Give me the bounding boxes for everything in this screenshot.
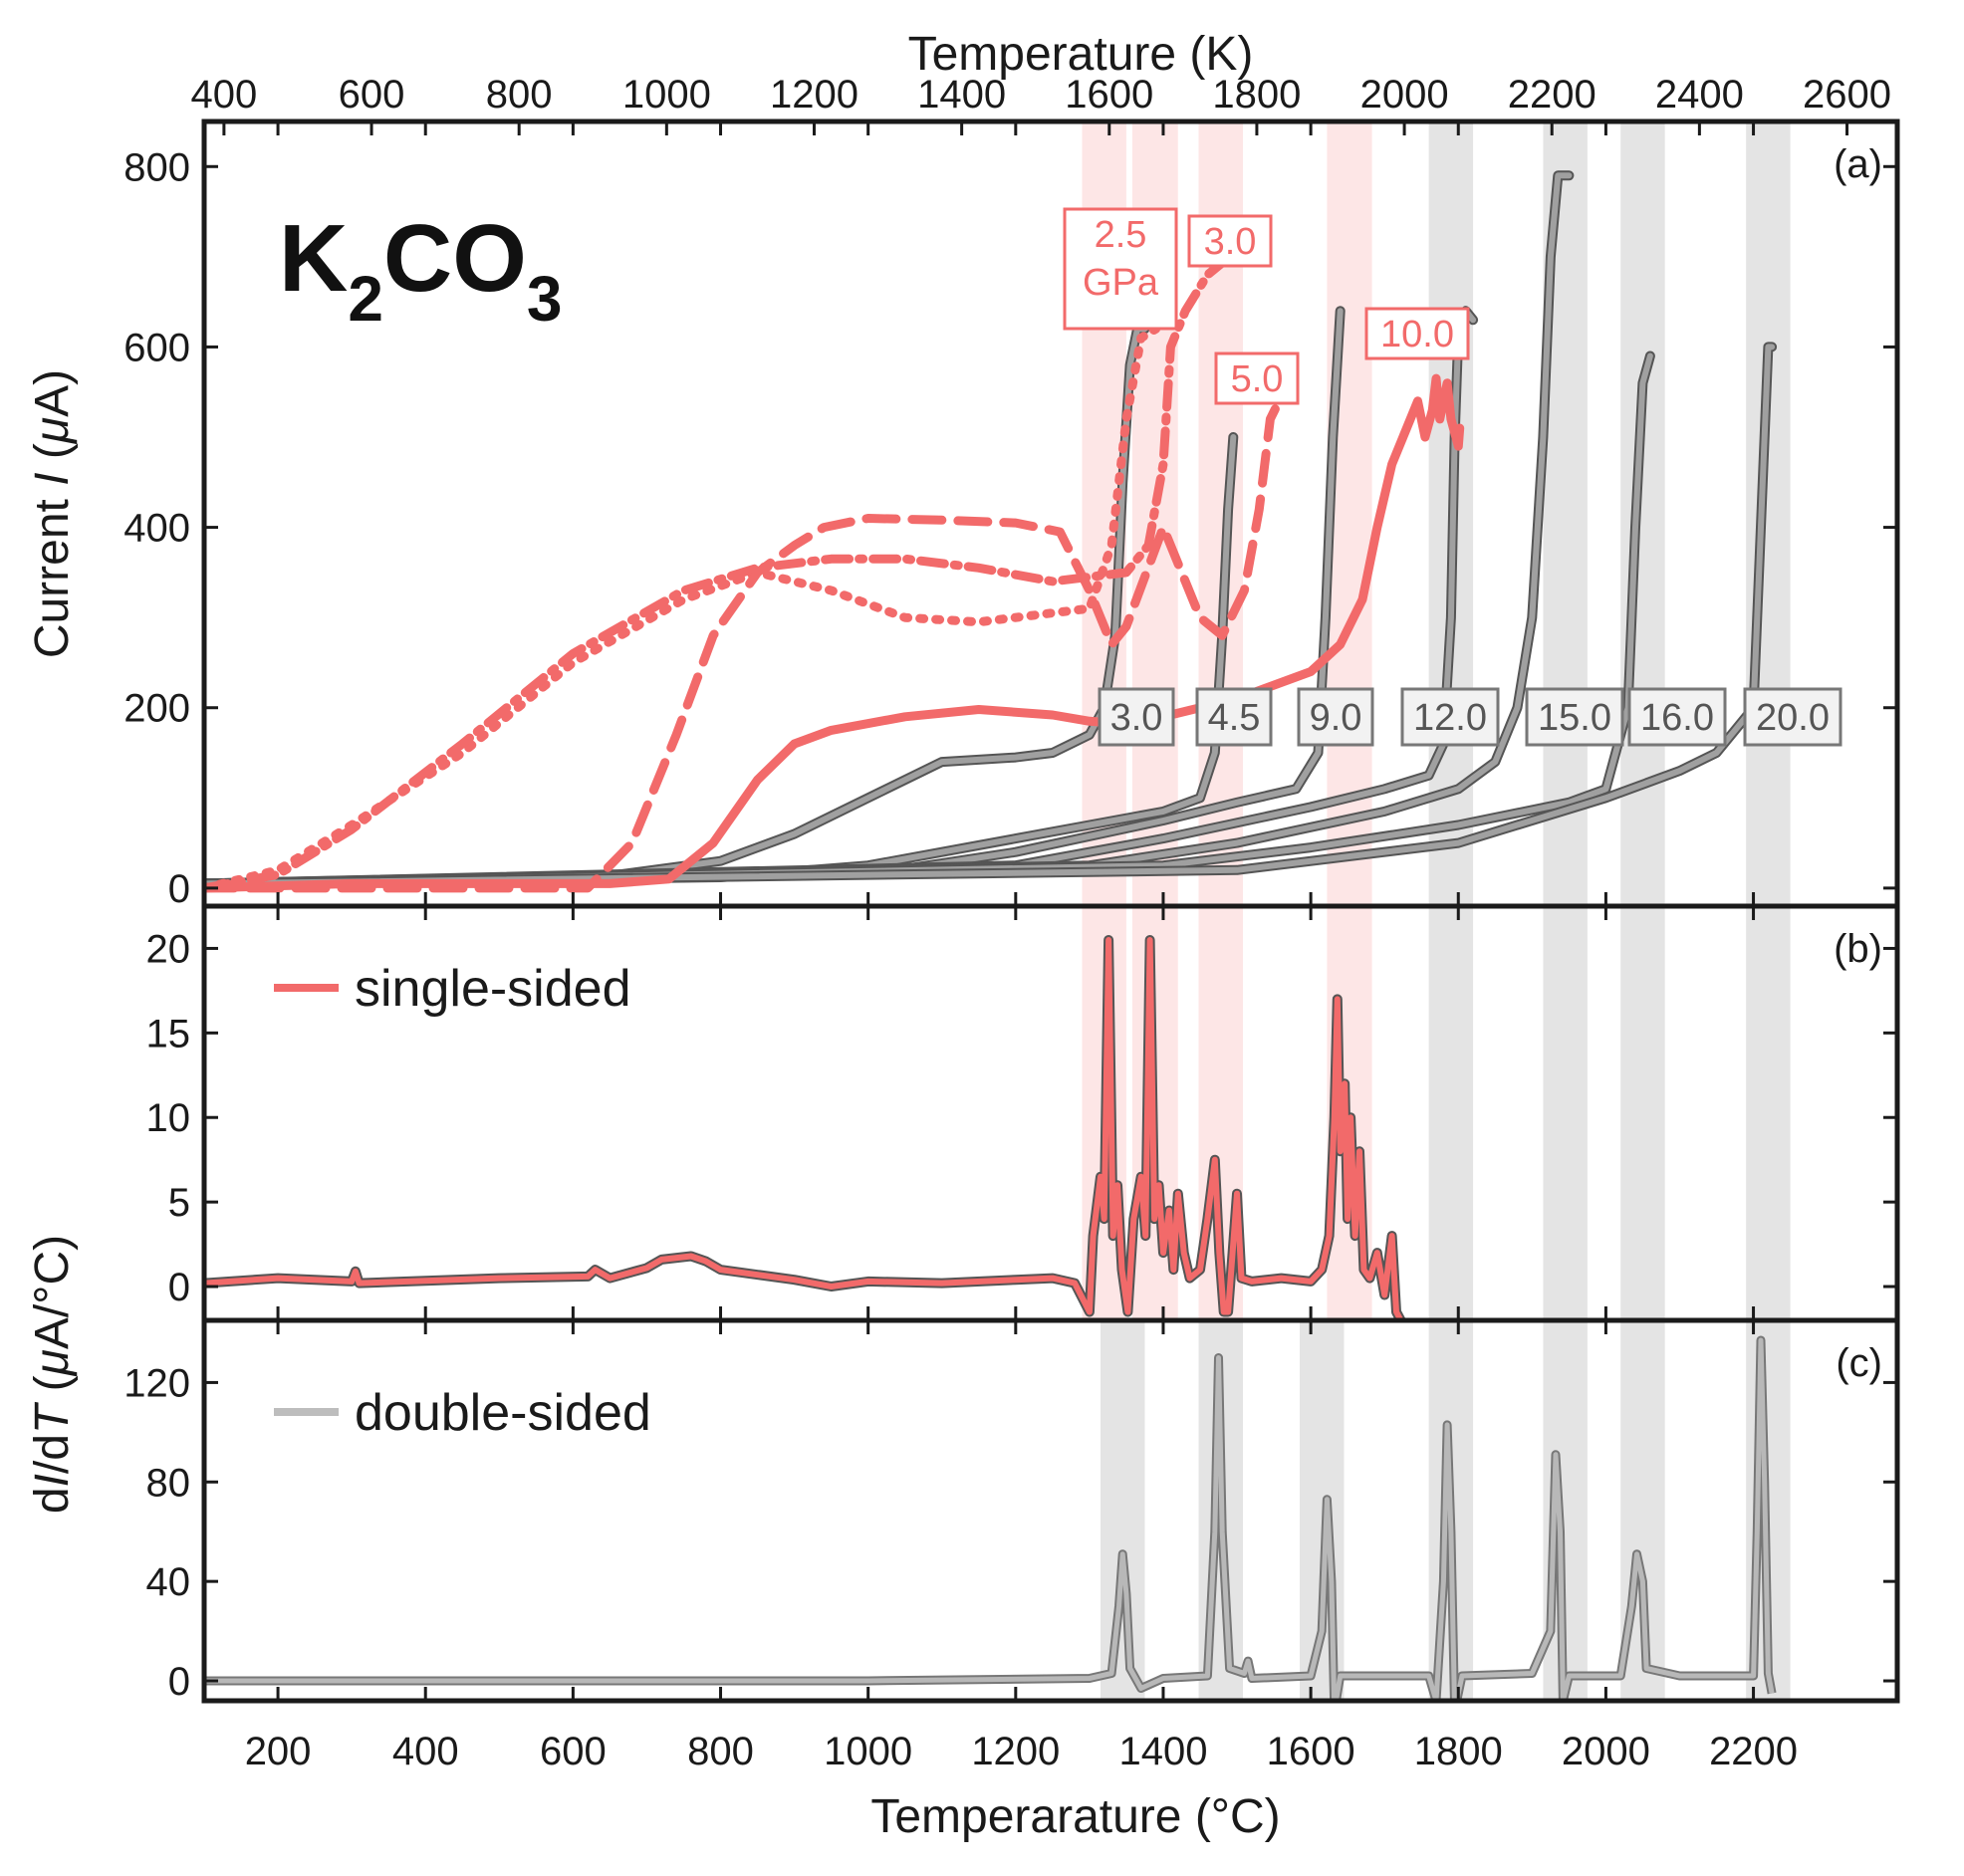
top-tick-label: 2600 <box>1803 73 1891 117</box>
double-sided-label-text: 3.0 <box>1110 697 1163 739</box>
single-sided-label-box <box>1214 352 1300 405</box>
panel-a-label: (a) <box>1834 142 1882 186</box>
panel-b-lines <box>204 935 1405 1320</box>
double-sided-label-text: 9.0 <box>1310 697 1362 739</box>
panel-b-bands <box>1082 906 1791 1320</box>
top-tick-label: 1000 <box>622 73 711 117</box>
panel-a-y-label: Current I (μA) <box>26 369 79 658</box>
panel-b-label: (b) <box>1834 927 1882 971</box>
double-sided-label-text: 12.0 <box>1413 697 1487 739</box>
top-axis-label: Temperature (K) <box>908 28 1254 81</box>
panel-b-gray-band-0 <box>1428 906 1474 1320</box>
panel-a-ytick-label: 800 <box>123 145 190 189</box>
panel-c-lines <box>204 1335 1777 1701</box>
bottom-tick-label: 600 <box>540 1730 607 1773</box>
panel-b-gray-band-1 <box>1543 906 1588 1320</box>
top-tick-label: 1400 <box>917 73 1006 117</box>
panel-a-gray-band-3 <box>1746 121 1791 906</box>
single-sided-label-box <box>1364 307 1470 360</box>
panel-b-ytick-label: 15 <box>146 1012 191 1055</box>
bottom-tick-label: 1000 <box>824 1730 912 1773</box>
single-sided-label-text: 3.0 <box>1204 221 1257 263</box>
derivative-y-label: dI/dT (μA/°C) <box>26 1235 79 1514</box>
double-sided-label-text: 4.5 <box>1208 697 1261 739</box>
double-sided-curve-20.0 <box>204 344 1776 887</box>
panel-b-ytick-label: 0 <box>168 1266 190 1309</box>
panel-c-ytick-label: 120 <box>123 1361 190 1405</box>
axis-ticks: 200 400 600 800 1000 1200 1400 1600 1800 2000 2200… <box>123 73 1897 1773</box>
bottom-tick-label: 1200 <box>971 1730 1060 1773</box>
single-sided-label-text: GPa <box>1083 262 1159 304</box>
bottom-tick-label: 800 <box>687 1730 754 1773</box>
top-tick-label: 1200 <box>770 73 859 117</box>
panel-a-ytick-label: 200 <box>123 687 190 731</box>
single-sided-label-box <box>1063 207 1178 331</box>
legend-double-sided: double-sided <box>274 1384 651 1442</box>
panel-c-ytick-label: 40 <box>146 1560 191 1604</box>
bottom-tick-label: 200 <box>245 1730 312 1773</box>
top-tick-label: 600 <box>339 73 405 117</box>
bottom-tick-label: 2200 <box>1709 1730 1798 1773</box>
legend-double-sided-text: double-sided <box>355 1384 651 1442</box>
double-sided-label-box <box>1195 687 1273 747</box>
single-sided-label-box <box>1187 214 1273 268</box>
single-sided-label-text: 5.0 <box>1231 358 1284 400</box>
panel-b-ytick-label: 5 <box>168 1181 190 1225</box>
single-sided-label-text: 10.0 <box>1380 314 1454 355</box>
double-sided-label-box <box>1297 687 1374 747</box>
svg-text:K2CO3: K2CO3 <box>279 205 563 335</box>
double-sided-label-text: 20.0 <box>1756 697 1830 739</box>
panel-b-ytick-label: 20 <box>146 927 191 971</box>
single-sided-label-text: 2.5 <box>1095 214 1147 256</box>
panel-a-ytick-label: 400 <box>123 507 190 551</box>
derivative-single-sided-curve <box>204 937 1404 1320</box>
panel-c-ytick-label: 80 <box>146 1461 191 1505</box>
double-sided-curve-16.0 <box>204 352 1653 887</box>
top-tick-label: 800 <box>486 73 553 117</box>
double-sided-label-box <box>1400 687 1500 747</box>
legend-single-sided: single-sided <box>274 960 631 1018</box>
panel-b-gray-band-3 <box>1746 906 1791 1320</box>
top-tick-label: 2000 <box>1360 73 1449 117</box>
bottom-tick-label: 400 <box>392 1730 459 1773</box>
top-tick-label: 1800 <box>1212 73 1301 117</box>
compound-label: K2CO3 <box>279 205 563 335</box>
double-sided-label-box <box>1627 687 1727 747</box>
panel-c-gray-band-0 <box>1101 1320 1145 1701</box>
panel-c-ytick-label: 0 <box>168 1660 190 1704</box>
double-sided-label-text: 16.0 <box>1640 697 1714 739</box>
panel-c-label: (c) <box>1836 1341 1882 1385</box>
bottom-axis-label: Temperarature (°C) <box>870 1790 1280 1843</box>
panel-c-frame <box>201 1317 1900 1704</box>
single-sided-pressure-labels: 2.5 GPa 3.0 5.0 10.0 <box>1063 207 1470 405</box>
double-sided-outline-3.0 <box>204 324 1150 889</box>
panel-b-gray-band-2 <box>1620 906 1665 1320</box>
derivative-double-sided-curve <box>204 1337 1775 1701</box>
top-tick-label: 2200 <box>1508 73 1596 117</box>
top-tick-label: 400 <box>191 73 258 117</box>
single-sided-curve-3.0 <box>204 252 1235 893</box>
double-sided-label-box <box>1098 687 1175 747</box>
panel-a-ytick-label: 600 <box>123 326 190 369</box>
double-sided-label-box <box>1743 687 1842 747</box>
double-sided-label-box <box>1525 687 1624 747</box>
panel-a-ytick-label: 0 <box>168 867 190 911</box>
single-sided-curve-5.0 <box>204 391 1286 893</box>
double-sided-curve-15.0 <box>204 172 1573 887</box>
legend-single-sided-text: single-sided <box>355 960 631 1018</box>
double-sided-curve-3.0 <box>204 326 1148 887</box>
top-tick-label: 1600 <box>1065 73 1153 117</box>
top-tick-label: 2400 <box>1655 73 1744 117</box>
bottom-tick-label: 1600 <box>1267 1730 1355 1773</box>
bottom-tick-label: 2000 <box>1562 1730 1650 1773</box>
panel-b-ytick-label: 10 <box>146 1096 191 1140</box>
single-sided-curve-2.5 <box>204 324 1161 893</box>
bottom-tick-label: 1800 <box>1414 1730 1503 1773</box>
double-sided-label-text: 15.0 <box>1538 697 1611 739</box>
double-sided-pressure-labels: 3.0 4.5 9.0 12.0 15.0 16.0 20.0 <box>1098 687 1842 747</box>
bottom-tick-label: 1400 <box>1118 1730 1207 1773</box>
